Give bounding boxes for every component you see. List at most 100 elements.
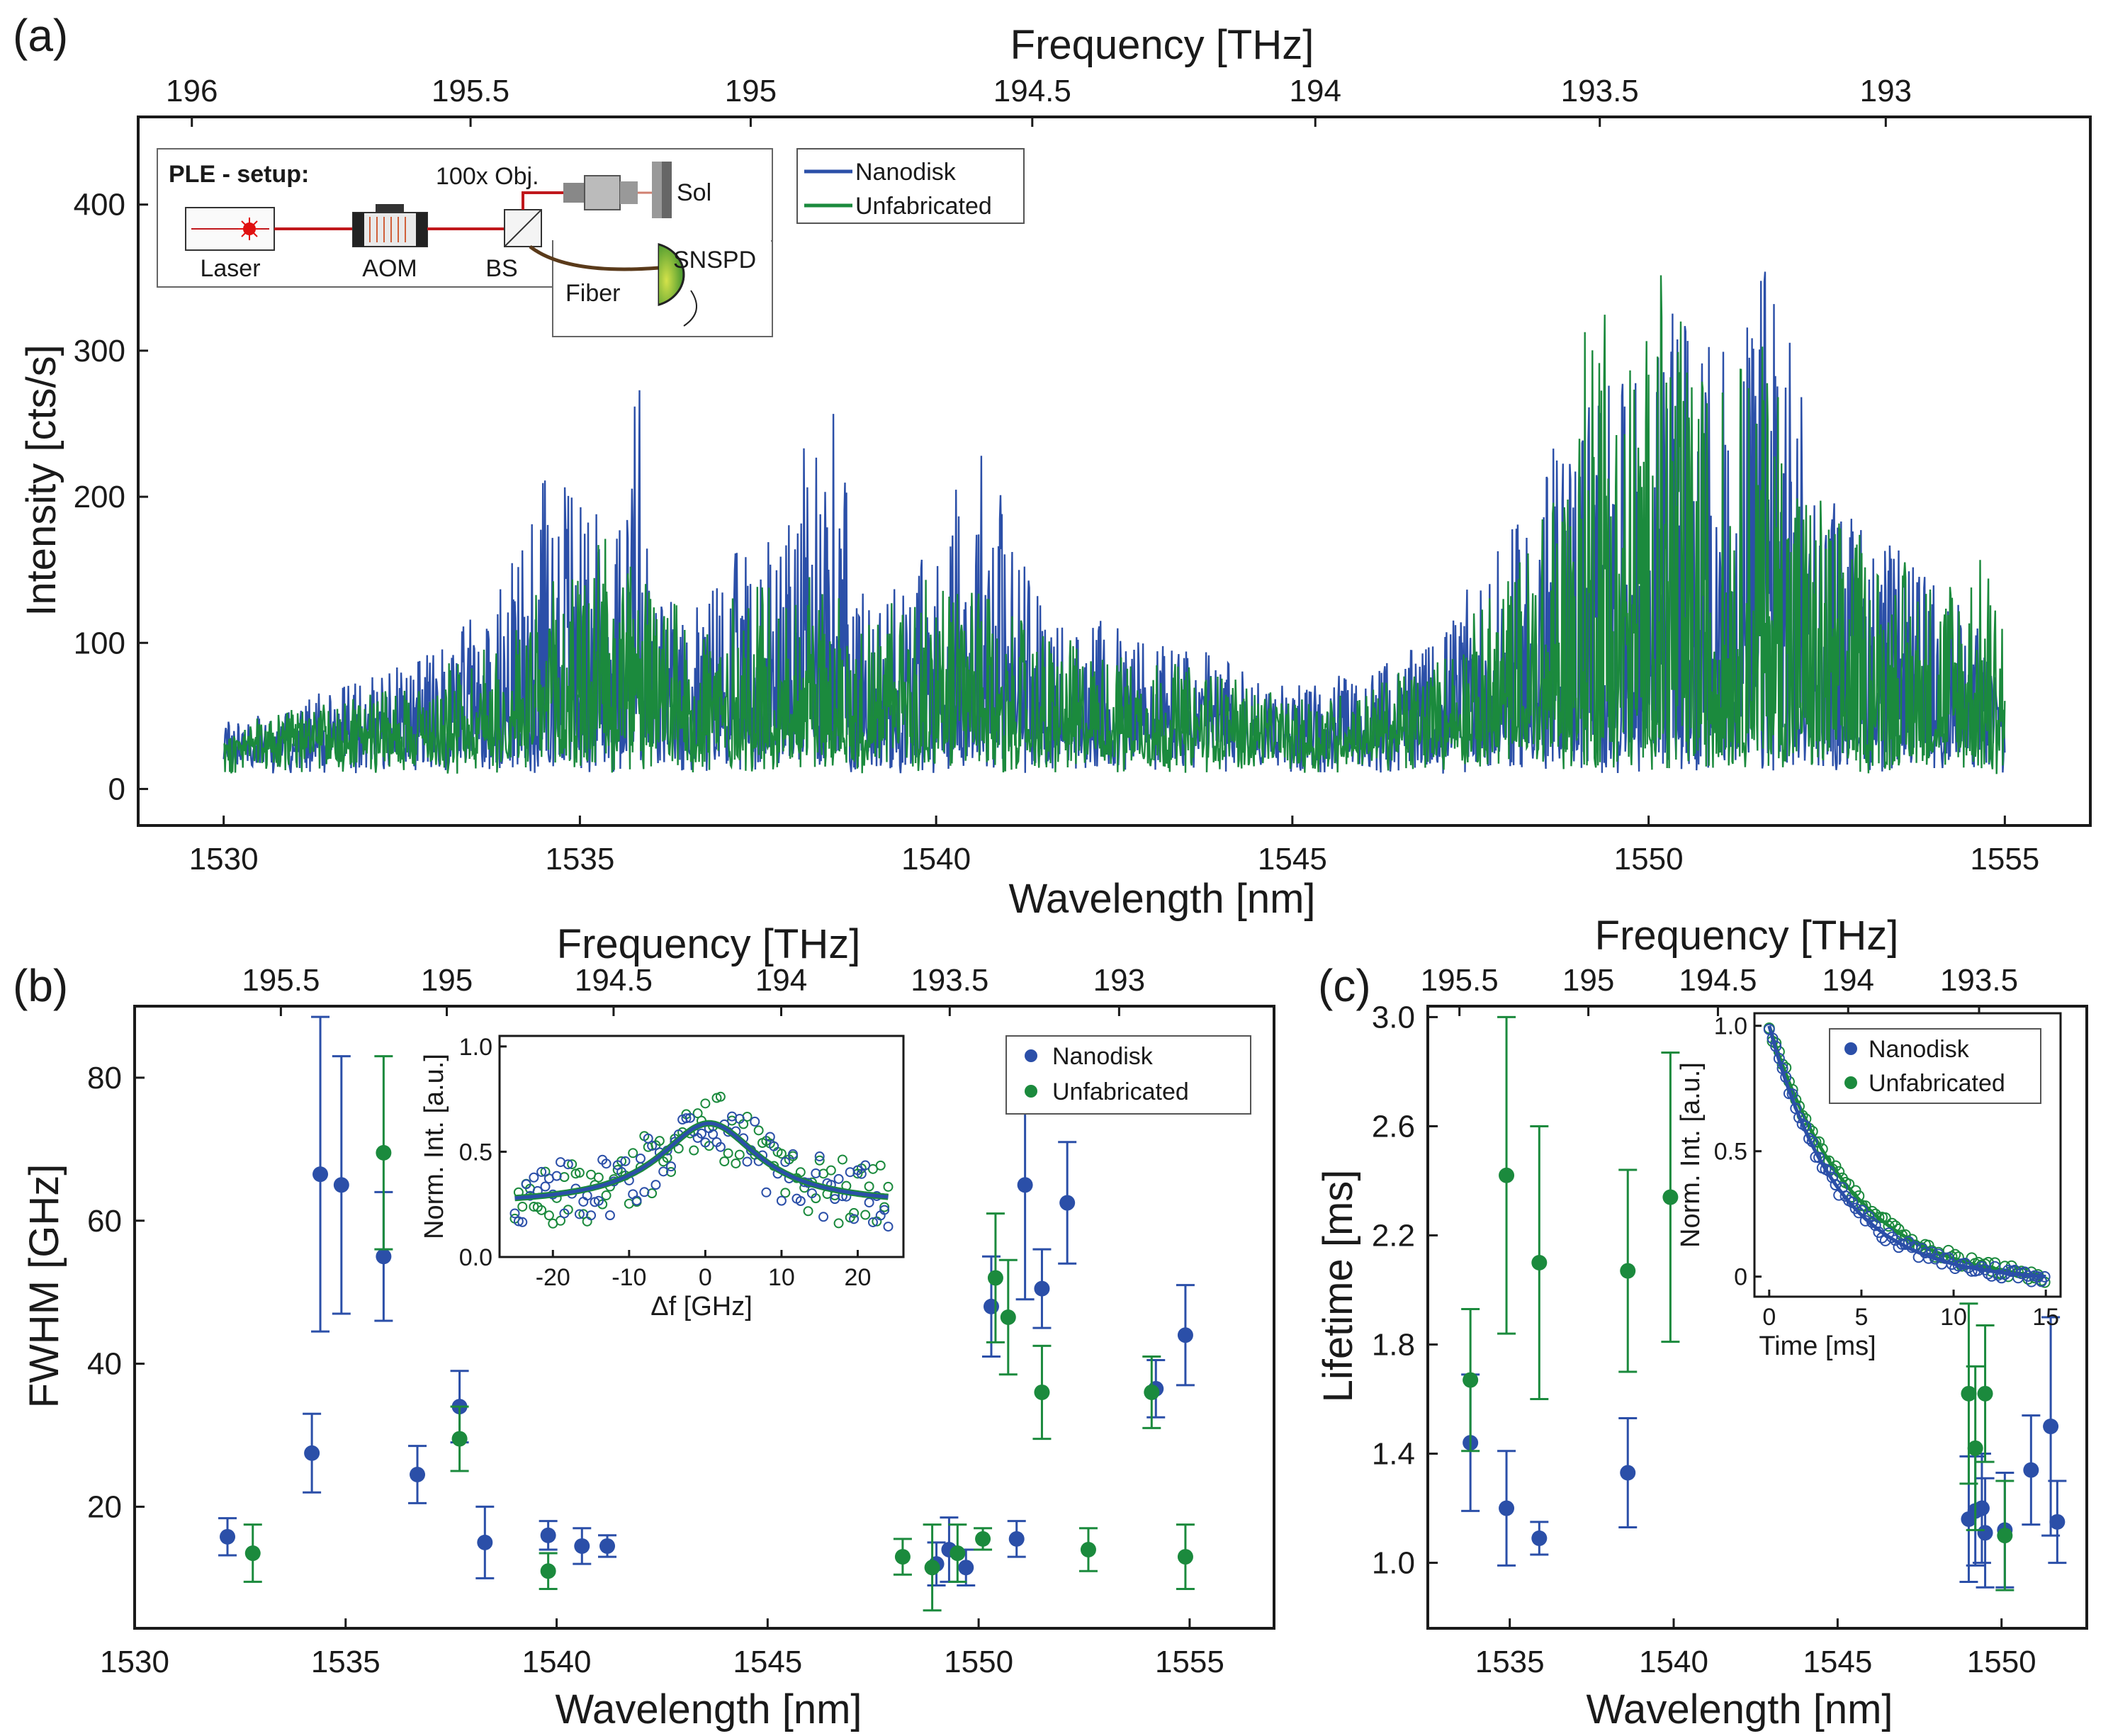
bi-point [647,1141,658,1151]
b-point-unfabricated [1034,1384,1050,1400]
b-xtick-label: 1535 [311,1645,381,1679]
panel-c-label: (c) [1318,960,1371,1011]
c-point-nanodisk [1531,1530,1548,1546]
bi-point [567,1159,577,1170]
bi-point [700,1098,711,1109]
panel-c-x-axis-label: Wavelength [nm] [1586,1686,1893,1732]
b-point-unfabricated [540,1563,556,1579]
ci-point [1803,1132,1815,1144]
bi-point [769,1141,779,1151]
a-ytick-label: 0 [108,772,125,806]
bi-point [715,1091,726,1102]
bi-point [864,1181,874,1192]
ple-setup-diagram: PLE - setup: Laser [157,148,773,337]
legend-c-nanodisk-marker [1844,1042,1857,1055]
bi-point [639,1187,650,1197]
bi-point [586,1210,597,1221]
bi-point [780,1188,791,1198]
panel-a-ticks: 1530 1535 1540 1545 1550 1555 0 100 200 300 400 196… [74,74,2040,877]
objective-icon [563,175,638,210]
b-xtick-label: 1550 [944,1645,1013,1679]
setup-objective-label: 100x Obj. [436,163,539,190]
b-point-nanodisk [410,1467,426,1483]
a-xtick-label: 1540 [901,842,971,877]
b-point-nanodisk [540,1527,556,1543]
bi-xtick-label: -10 [612,1264,646,1291]
sample-icon [652,162,672,218]
c-point-nanodisk [2023,1462,2039,1478]
bi-point [734,1113,745,1124]
bi-point [818,1212,829,1222]
panel-c-frame [1426,1005,2088,1630]
ci-point [1896,1238,1908,1250]
bi-point [563,1159,573,1170]
a-toptick-label: 196 [166,74,218,108]
setup-snspd-label: SNSPD [673,247,756,274]
setup-laser-label: Laser [200,255,260,282]
ci-point [1830,1179,1842,1191]
bi-point [765,1132,775,1142]
bi-point [742,1156,753,1167]
bi-point [628,1148,638,1159]
legend-c-unfabricated-label: Unfabricated [1869,1070,2005,1097]
setup-aom-label: AOM [362,255,417,282]
bi-point [551,1171,562,1181]
b-toptick-label: 194.5 [575,963,653,998]
bi-point [543,1210,554,1221]
panel-b-legend-box [1005,1035,1251,1115]
ci-point [1883,1220,1895,1232]
c-point-nanodisk [1620,1465,1636,1481]
b-point-nanodisk [1017,1177,1033,1193]
ci-point [1966,1265,1978,1277]
bi-point [879,1202,890,1212]
a-ytick-label: 200 [74,480,125,514]
snspd-detector-icon [658,242,697,327]
setup-box-join [553,239,771,244]
bi-point [833,1173,844,1184]
panel-b-plot-area [218,1015,1195,1612]
bi-xtick-label: 20 [845,1264,872,1291]
bi-xtick-label: -20 [536,1264,570,1291]
ci-fit-nanodisk [1767,1025,2046,1279]
bi-point [521,1179,531,1190]
bi-fit-nanodisk [514,1121,889,1200]
a-toptick-label: 195.5 [432,74,509,108]
bi-point [574,1209,585,1219]
bi-point [574,1168,585,1178]
b-ytick-label: 60 [87,1204,122,1239]
a-xtick-label: 1535 [545,842,614,877]
panel-b-inset: -20 -10 0 10 20 0.0 0.5 1.0 Δf [GHz] Norm. Int.… [419,1034,905,1321]
c-ytick-label: 3.0 [1372,1000,1415,1035]
ci-ytick-label: 1.0 [1714,1013,1747,1040]
panel-b-inset-plot [509,1091,894,1232]
ci-xtick-label: 15 [2032,1304,2059,1331]
c-toptick-label: 193.5 [1940,963,2018,998]
bi-point [536,1205,547,1215]
setup-sol-label: Sol [677,179,711,206]
bi-point [684,1112,695,1123]
bi-point [708,1129,719,1139]
bi-point [814,1151,825,1162]
b-point-nanodisk [304,1445,320,1461]
b-point-nanodisk [958,1560,974,1576]
b-point-nanodisk [599,1538,616,1554]
bi-ytick-label: 0.5 [459,1139,492,1166]
fiber-path [529,245,660,271]
c-point-unfabricated [1620,1263,1636,1279]
bi-point [776,1195,787,1206]
bi-point [658,1166,669,1177]
c-ytick-label: 1.0 [1372,1546,1415,1581]
bi-point [860,1160,871,1171]
bi-point [750,1116,760,1127]
b-point-unfabricated [975,1531,991,1547]
setup-bs-label: BS [485,255,517,282]
panel-c-inset-plot [1763,1022,2051,1288]
bi-point [697,1128,706,1139]
panel-b-x-axis-label: Wavelength [nm] [555,1686,862,1732]
c-xtick-label: 1540 [1639,1645,1708,1679]
panel-c: (c) Frequency [THz] Wavelength [nm] Life… [1315,913,2088,1732]
a-xtick-label: 1530 [189,842,259,877]
b-point-nanodisk [333,1177,349,1193]
bi-point [731,1158,741,1168]
